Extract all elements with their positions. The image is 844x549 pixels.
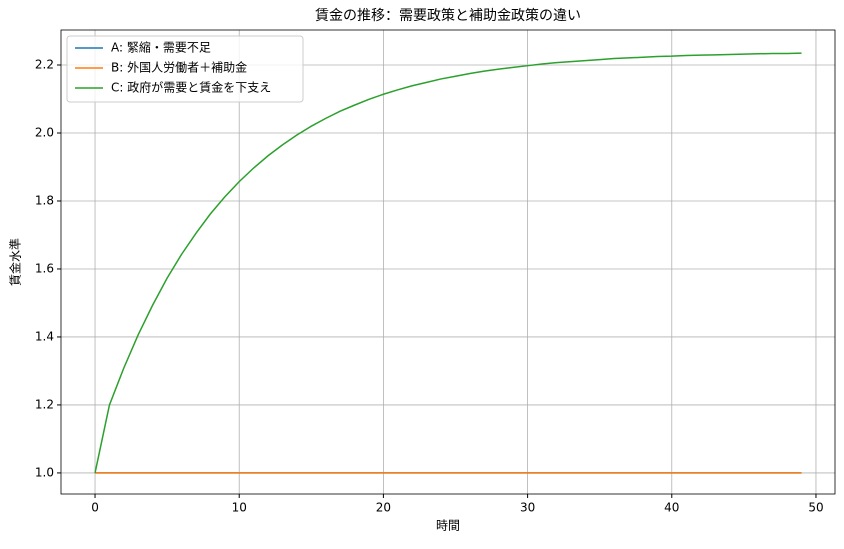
- x-tick-label: 50: [808, 501, 823, 515]
- y-tick-label: 1.8: [35, 193, 54, 207]
- x-tick-label: 30: [520, 501, 535, 515]
- y-axis-label: 賃金水準: [8, 238, 23, 286]
- y-tick-label: 2.2: [35, 58, 54, 72]
- x-tick-label: 0: [91, 501, 99, 515]
- y-tick-label: 1.6: [35, 261, 54, 275]
- y-tick-label: 1.2: [35, 397, 54, 411]
- y-tick-label: 1.4: [35, 329, 54, 343]
- series-line: [94, 52, 802, 474]
- legend-box: [66, 35, 304, 103]
- x-tick-label: 10: [232, 501, 247, 515]
- x-tick-label: 20: [376, 501, 391, 515]
- plot-frame: [60, 29, 836, 495]
- x-axis-label: 時間: [436, 519, 460, 533]
- legend-label: A: 緊縮・需要不足: [111, 40, 211, 55]
- legend-label: B: 外国人労働者＋補助金: [111, 60, 247, 75]
- legend-label: C: 政府が需要と賃金を下支え: [111, 80, 271, 95]
- y-tick-label: 2.0: [35, 125, 54, 139]
- y-tick-label: 1.0: [35, 465, 54, 479]
- chart-title: 賃金の推移：需要政策と補助金政策の違い: [315, 7, 581, 24]
- x-tick-label: 40: [664, 501, 679, 515]
